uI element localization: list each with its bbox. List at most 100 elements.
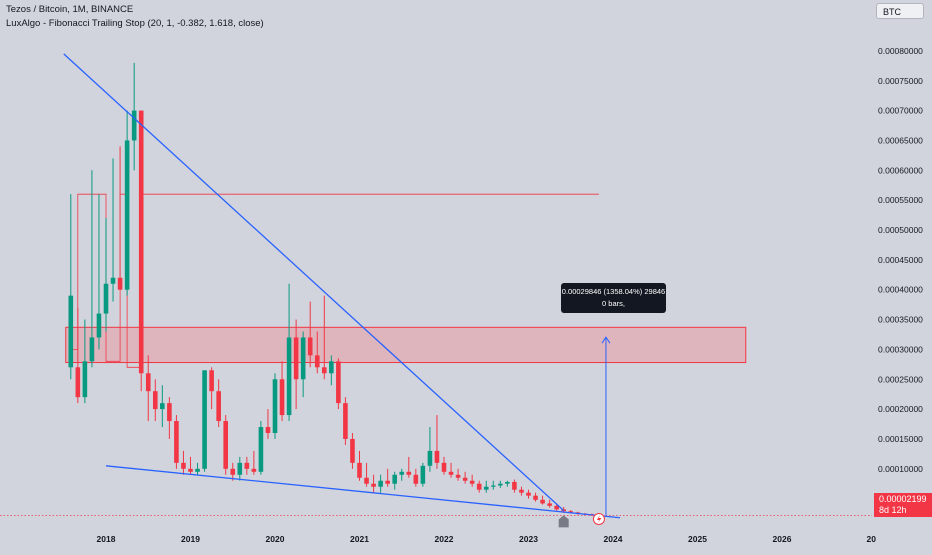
candle-body xyxy=(469,480,475,484)
candle-body xyxy=(209,370,214,392)
measure-tooltip: 0.00029846 (1358.04%) 29846 0 bars, xyxy=(561,283,666,313)
candle-body xyxy=(167,403,172,422)
x-tick-label: 2022 xyxy=(435,534,454,544)
candle-body xyxy=(82,361,88,398)
candle-body xyxy=(293,337,299,380)
measure-line-2: 0 bars, xyxy=(602,299,625,308)
y-tick-label: 0.00055000 xyxy=(878,195,923,205)
candle-body xyxy=(272,379,278,433)
x-tick-label: 2026 xyxy=(773,534,792,544)
y-tick-label: 0.00080000 xyxy=(878,46,923,56)
candle-body xyxy=(145,373,151,392)
candle-body xyxy=(96,313,102,338)
candle-body xyxy=(131,110,137,141)
candle-body xyxy=(357,462,362,478)
candle-body xyxy=(124,140,130,290)
price-axis[interactable]: 0.000050000.000100000.000150000.00020000… xyxy=(878,46,923,504)
candle-body xyxy=(117,277,123,290)
candles-layer xyxy=(68,62,595,516)
candle-body xyxy=(483,486,489,490)
candle-body xyxy=(265,427,271,433)
chart-legend: Tezos / Bitcoin, 1M, BINANCE LuxAlgo - F… xyxy=(6,3,264,31)
candle-body xyxy=(519,489,524,493)
candle-body xyxy=(378,480,383,487)
candle-body xyxy=(237,462,243,475)
resistance-zone xyxy=(65,326,747,364)
x-tick-label: 2024 xyxy=(604,534,623,544)
last-price-value: 0.00002199 xyxy=(879,494,927,504)
candle-body xyxy=(230,468,236,475)
candle-body xyxy=(174,421,179,463)
candle-body xyxy=(336,361,341,404)
candle-body xyxy=(244,462,250,469)
last-price-tag: 0.00002199 8d 12h xyxy=(874,493,932,517)
y-tick-label: 0.00045000 xyxy=(878,255,923,265)
y-tick-label: 0.00035000 xyxy=(878,315,923,325)
time-axis[interactable]: 2018 2019 2020 2021 2022 2023 2024 2025 2026 20 xyxy=(97,534,877,544)
candle-body xyxy=(216,391,221,422)
candle-body xyxy=(314,355,320,368)
candle-body xyxy=(188,468,193,472)
candle-body xyxy=(427,450,433,466)
candle-body xyxy=(568,511,574,513)
candle-body xyxy=(371,483,376,487)
x-tick-label: 20 xyxy=(867,534,877,544)
candle-body xyxy=(434,450,440,463)
x-tick-label: 2025 xyxy=(688,534,707,544)
y-tick-label: 0.00075000 xyxy=(878,76,923,86)
candle-body xyxy=(286,337,292,416)
symbol-title[interactable]: Tezos / Bitcoin, 1M, BINANCE xyxy=(6,4,134,15)
candle-body xyxy=(420,465,426,484)
candle-body xyxy=(455,474,461,478)
candle-body xyxy=(350,438,355,463)
candle-body xyxy=(300,337,306,380)
candle-body xyxy=(526,492,531,496)
candle-body xyxy=(258,427,264,472)
candle-body xyxy=(321,367,327,374)
candle-body xyxy=(202,370,207,469)
candle-body xyxy=(75,367,81,398)
y-tick-label: 0.00070000 xyxy=(878,106,923,116)
candle-body xyxy=(343,403,348,439)
y-tick-label: 0.00020000 xyxy=(878,404,923,414)
candle-body xyxy=(490,485,496,487)
candle-body xyxy=(533,495,538,500)
y-tick-label: 0.00025000 xyxy=(878,374,923,384)
candle-body xyxy=(364,477,369,484)
candle-body xyxy=(181,462,186,469)
candle-body xyxy=(251,468,257,472)
x-tick-label: 2019 xyxy=(181,534,200,544)
candle-body xyxy=(329,361,334,374)
candle-body xyxy=(547,503,552,506)
support-trendline xyxy=(105,465,621,519)
candle-body xyxy=(195,468,200,472)
candle-body xyxy=(89,337,95,362)
candle-body xyxy=(448,471,454,475)
candle-body xyxy=(462,477,468,481)
indicator-title[interactable]: LuxAlgo - Fibonacci Trailing Stop (20, 1… xyxy=(6,18,264,29)
y-tick-label: 0.00065000 xyxy=(878,135,923,145)
candle-body xyxy=(103,283,109,314)
candle-body xyxy=(160,403,165,410)
flash-bolt-icon xyxy=(596,515,602,523)
candle-body xyxy=(406,471,412,475)
y-tick-label: 0.00030000 xyxy=(878,344,923,354)
currency-badge[interactable]: BTC xyxy=(876,3,924,19)
candle-body xyxy=(441,462,447,472)
y-tick-label: 0.00010000 xyxy=(878,464,923,474)
bar-countdown: 8d 12h xyxy=(879,505,907,515)
x-tick-label: 2023 xyxy=(519,534,538,544)
trendlines-layer xyxy=(63,53,621,519)
candle-body xyxy=(307,337,313,356)
y-tick-label: 0.00060000 xyxy=(878,165,923,175)
candle-body xyxy=(152,391,158,410)
y-tick-label: 0.00050000 xyxy=(878,225,923,235)
candle-body xyxy=(68,295,74,368)
y-tick-label: 0.00015000 xyxy=(878,434,923,444)
x-tick-label: 2020 xyxy=(266,534,285,544)
candle-body xyxy=(505,481,510,484)
measure-line-1: 0.00029846 (1358.04%) 29846 xyxy=(561,287,666,296)
candle-body xyxy=(540,499,545,504)
